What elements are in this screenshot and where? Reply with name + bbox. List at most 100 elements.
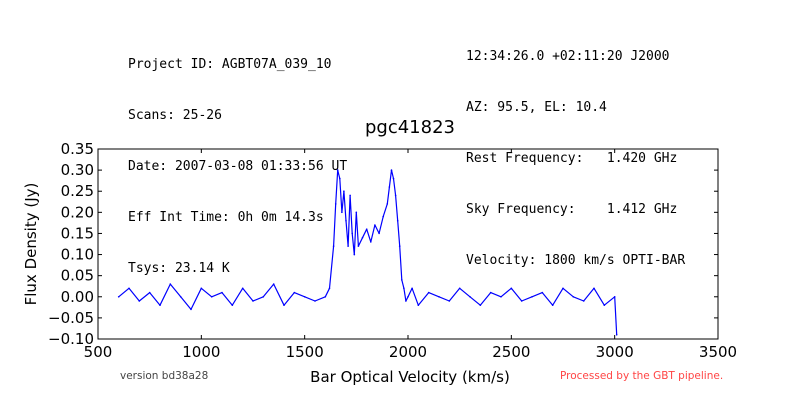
az-el-text: AZ: 95.5, EL: 10.4 bbox=[466, 100, 607, 115]
spectrum-point bbox=[392, 177, 395, 180]
rest-frequency-text: Rest Frequency: 1.420 GHz bbox=[466, 151, 678, 166]
spectrum-point bbox=[374, 224, 376, 226]
spectrum-point bbox=[334, 203, 337, 205]
axis-ticks: 500 1000 1500 2000 2500 3000 3500 −0.10 −0.05 0.0… bbox=[48, 140, 737, 361]
spectrum-point bbox=[361, 236, 364, 239]
spectrum-point bbox=[417, 304, 420, 307]
spectrum-point bbox=[332, 245, 335, 247]
spectrum-point bbox=[272, 283, 275, 285]
spectrum-point bbox=[117, 296, 120, 298]
y-tick-label: 0.20 bbox=[61, 203, 94, 221]
date-text: Date: 2007-03-08 01:33:56 UT bbox=[128, 159, 348, 174]
chart-title: pgc41823 bbox=[365, 117, 455, 138]
spectrum-point bbox=[407, 296, 409, 298]
spectrum-point bbox=[179, 296, 182, 298]
spectrum-point bbox=[159, 304, 161, 307]
spectrum-point bbox=[303, 296, 306, 298]
spectrum-point bbox=[551, 304, 554, 307]
spectrum-point bbox=[378, 232, 380, 235]
spectrum-point bbox=[314, 300, 316, 302]
spectrum-point bbox=[448, 300, 451, 302]
spectrum-point bbox=[370, 241, 372, 243]
spectrum-point bbox=[382, 215, 385, 218]
spectrum-point bbox=[355, 211, 358, 214]
spectrum-point bbox=[221, 291, 223, 294]
observation-info-right: 12:34:26.0 +02:11:20 J2000 AZ: 95.5, EL:… bbox=[466, 14, 685, 303]
x-tick-label: 500 bbox=[84, 343, 113, 361]
y-tick-label: 0.30 bbox=[61, 161, 94, 179]
spectrum-point bbox=[351, 232, 354, 235]
spectrum-point bbox=[241, 287, 244, 290]
tsys-text: Tsys: 23.14 K bbox=[128, 261, 230, 276]
spectrum-point bbox=[394, 194, 397, 197]
integration-time-text: Eff Int Time: 0h 0m 14.3s bbox=[128, 210, 324, 225]
spectrum-point bbox=[531, 296, 533, 298]
spectrum-point bbox=[262, 296, 265, 298]
y-tick-label: −0.10 bbox=[48, 330, 94, 348]
spectrum-point bbox=[489, 291, 492, 294]
x-tick-label: 1000 bbox=[182, 343, 220, 361]
spectrum-point bbox=[190, 308, 192, 311]
y-tick-label: 0.25 bbox=[61, 182, 94, 200]
spectrum-point bbox=[200, 287, 203, 290]
spectrum-point bbox=[231, 304, 234, 307]
spectrum-point bbox=[615, 334, 618, 336]
spectrum-point bbox=[328, 287, 331, 290]
x-axis-label: Bar Optical Velocity (km/s) bbox=[310, 368, 510, 386]
spectrum-point bbox=[396, 220, 399, 222]
spectrum-point bbox=[403, 287, 405, 290]
spectrum-point bbox=[353, 253, 356, 256]
y-tick-label: 0.00 bbox=[61, 288, 94, 306]
spectrum-point bbox=[336, 169, 339, 171]
y-tick-label: 0.05 bbox=[61, 267, 94, 285]
y-tick-label: 0.35 bbox=[61, 140, 94, 158]
x-tick-label: 1500 bbox=[286, 343, 324, 361]
project-id-text: Project ID: AGBT07A_039_10 bbox=[128, 57, 332, 72]
plot-frame bbox=[97, 148, 719, 340]
sky-frequency-text: Sky Frequency: 1.412 GHz bbox=[466, 202, 678, 217]
spectrum-point bbox=[169, 283, 172, 285]
spectrum-point bbox=[390, 169, 393, 171]
spectrum-point bbox=[252, 300, 254, 302]
spectrum-point bbox=[510, 287, 513, 290]
spectrum-point bbox=[603, 304, 606, 307]
spectrum-point bbox=[324, 296, 327, 298]
spectrum-point bbox=[469, 296, 471, 298]
x-tick-label: 3500 bbox=[699, 343, 737, 361]
series-layer bbox=[117, 169, 618, 336]
spectrum-point bbox=[411, 287, 413, 290]
spectrum-point bbox=[541, 291, 544, 294]
spectrum-point bbox=[388, 186, 391, 188]
spectrum-line-0 bbox=[118, 169, 618, 335]
spectrum-point bbox=[438, 296, 440, 298]
spectrum-point bbox=[401, 279, 403, 281]
y-tick-label: −0.05 bbox=[48, 309, 94, 327]
spectrum-point bbox=[405, 300, 407, 302]
spectrum-point bbox=[349, 194, 351, 197]
spectrum-point bbox=[593, 287, 595, 290]
spectrum-point bbox=[458, 287, 461, 290]
spectrum-point bbox=[398, 245, 401, 247]
spectrum-point bbox=[365, 228, 368, 230]
y-tick-label: 0.10 bbox=[61, 246, 94, 264]
y-tick-label: 0.15 bbox=[61, 224, 94, 242]
spectrum-point bbox=[520, 300, 523, 302]
spectrum-point bbox=[341, 211, 343, 214]
velocity-text: Velocity: 1800 km/s OPTI-BAR bbox=[466, 253, 686, 268]
pipeline-credit: Processed by the GBT pipeline. bbox=[560, 370, 724, 382]
spectrum-point bbox=[343, 190, 345, 192]
spectrum-point bbox=[357, 245, 360, 247]
observation-info-left: Project ID: AGBT07A_039_10 Scans: 25-26 … bbox=[128, 22, 347, 311]
coordinates-text: 12:34:26.0 +02:11:20 J2000 bbox=[466, 49, 670, 64]
spectrum-point bbox=[572, 296, 575, 298]
spectrum-point bbox=[210, 296, 213, 298]
spectrum-point bbox=[339, 177, 341, 180]
spectrum-point bbox=[613, 296, 616, 298]
y-axis-label: Flux Density (Jy) bbox=[22, 183, 40, 306]
spectrum-point bbox=[582, 300, 585, 302]
scans-text: Scans: 25-26 bbox=[128, 108, 222, 123]
spectrum-point bbox=[479, 304, 482, 307]
version-label: version bd38a28 bbox=[120, 370, 209, 382]
